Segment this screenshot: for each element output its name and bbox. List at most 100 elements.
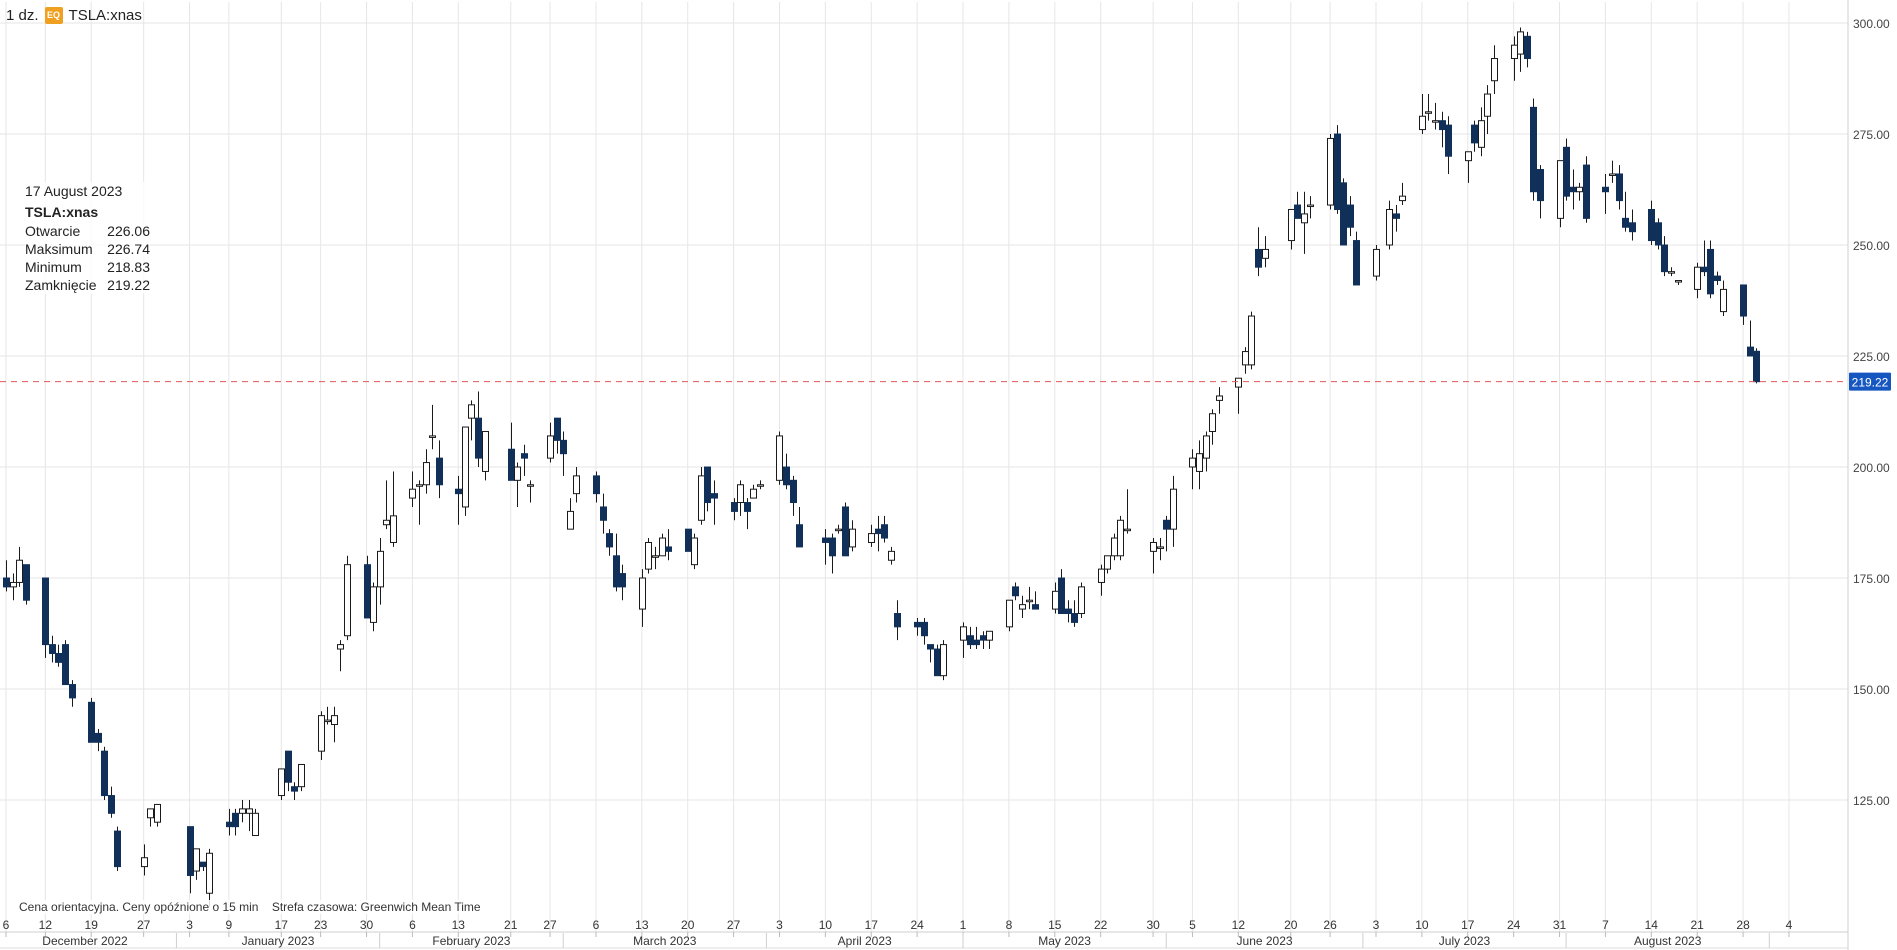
candle-body-down <box>475 417 482 459</box>
candle <box>593 471 600 503</box>
x-month-label: June 2023 <box>1237 934 1293 948</box>
candle-body-up <box>16 559 23 583</box>
candle-body-up <box>1576 186 1583 193</box>
candle <box>1425 94 1432 121</box>
y-tick-label: 200.00 <box>1853 461 1890 475</box>
time-axis[interactable]: 6 12 19 27 3 9 17 23 30 6 13 21 27 6 13 20 27 3 10 17 24 1 8 15… <box>0 918 1848 949</box>
candle <box>1707 240 1714 299</box>
x-day-label: 3 <box>186 918 193 932</box>
candle-body-up <box>416 484 423 487</box>
price-axis[interactable]: 125.00 150.00 175.00 200.00 225.00 250.00 275.… <box>1847 0 1890 950</box>
candle-body-down <box>894 613 901 628</box>
y-tick-label: 225.00 <box>1853 350 1890 364</box>
candle <box>1255 227 1262 277</box>
x-month-label: February 2023 <box>432 934 510 948</box>
chart-footnote: Cena orientacyjna. Ceny opóźnione o 15 m… <box>19 900 491 914</box>
candle <box>750 484 757 499</box>
candle <box>685 528 692 552</box>
candle-body-down <box>200 861 207 868</box>
candle-body-up <box>324 719 331 723</box>
candle <box>1301 191 1308 254</box>
candle-body-up <box>429 435 436 438</box>
candle <box>842 502 849 557</box>
candle-body-down <box>829 537 836 557</box>
candle-body-up <box>1209 413 1216 432</box>
candle <box>23 564 30 605</box>
x-day-label: 31 <box>1553 918 1567 932</box>
candle-body-down <box>744 502 751 512</box>
candle <box>1058 569 1065 615</box>
candle <box>114 826 121 872</box>
candle-body-down <box>1353 240 1360 286</box>
candle-body-down <box>1340 182 1347 246</box>
candle <box>1373 245 1380 281</box>
candle <box>101 746 108 800</box>
candle-body-up <box>1196 453 1203 472</box>
candle <box>1347 196 1354 237</box>
candle-body-up <box>1327 137 1334 206</box>
candle <box>16 546 23 587</box>
candle <box>49 635 56 663</box>
candle-body-up <box>252 812 259 837</box>
candle-body-up <box>344 564 351 637</box>
info-row-high: Maksimum 226.74 <box>25 240 150 258</box>
candle-body-up <box>698 475 705 521</box>
candle <box>560 431 567 476</box>
candle <box>1471 120 1478 152</box>
y-tick-label: 275.00 <box>1853 128 1890 142</box>
x-day-label: 15 <box>1048 918 1062 932</box>
x-month-label: August 2023 <box>1634 934 1702 948</box>
candle-body-down <box>42 577 49 646</box>
candle-body-down <box>187 826 194 876</box>
info-row-open: Otwarcie 226.06 <box>25 222 150 240</box>
candle-body-up <box>1694 266 1701 290</box>
candle <box>331 706 338 743</box>
candle <box>1098 564 1105 596</box>
candle-body-down <box>560 439 567 455</box>
candle <box>239 800 246 823</box>
candle-body-up <box>1078 586 1085 615</box>
last-price-marker: 219.22 <box>0 372 1891 391</box>
candle-body-down <box>1163 519 1170 530</box>
candle <box>1648 200 1655 245</box>
candle-body-up <box>1235 377 1242 388</box>
candle-body-up <box>1019 604 1026 610</box>
candle-body-down <box>1537 169 1544 202</box>
candle-body-down <box>1058 577 1065 615</box>
candle-body-down <box>1740 284 1747 317</box>
candle <box>1026 586 1033 610</box>
candle <box>62 640 69 686</box>
candle <box>278 768 285 800</box>
candle <box>206 848 213 907</box>
symbol-label[interactable]: TSLA:xnas <box>68 6 142 24</box>
candle-body-up <box>1124 528 1131 532</box>
candle-body-up <box>154 803 161 823</box>
candle <box>1439 111 1446 148</box>
x-day-label: 20 <box>1284 918 1298 932</box>
candle-body-down <box>62 644 69 686</box>
info-symbol: TSLA:xnas <box>25 204 99 220</box>
candle-body-down <box>1583 164 1590 219</box>
candle-body-up <box>1609 173 1616 176</box>
timeframe-selector[interactable]: 1 dz. <box>6 6 39 24</box>
x-day-label: 27 <box>543 918 557 932</box>
candle <box>849 520 856 552</box>
candle-body-down <box>783 466 790 486</box>
x-day-label: 12 <box>39 918 53 932</box>
candle <box>252 808 259 837</box>
candle-body-up <box>1386 208 1393 246</box>
candle-body-down <box>1071 613 1078 623</box>
candle <box>1622 191 1629 232</box>
last-price-badge <box>1849 372 1891 391</box>
candle <box>1071 600 1078 627</box>
candle <box>429 404 436 450</box>
candle <box>423 449 430 494</box>
candle-body-up <box>1248 315 1255 366</box>
candle <box>1668 267 1675 277</box>
x-day-label: 17 <box>275 918 289 932</box>
candle <box>659 533 666 557</box>
x-day-label: 17 <box>865 918 879 932</box>
last-price-label: 219.22 <box>1852 376 1889 390</box>
candle-body-up <box>888 550 895 561</box>
